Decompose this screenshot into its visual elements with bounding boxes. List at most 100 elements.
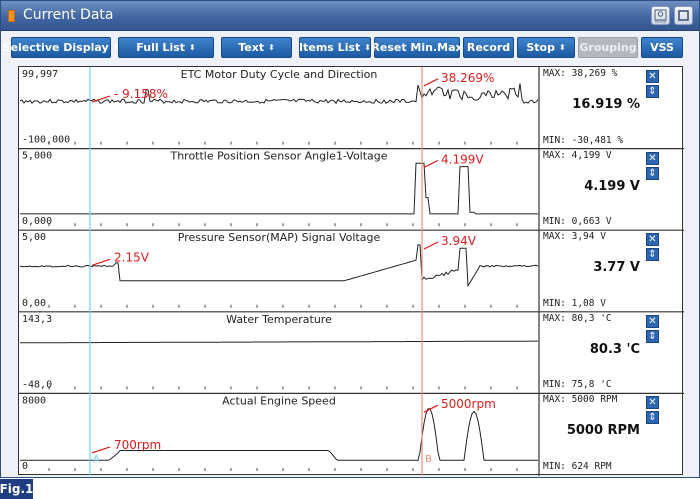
graphs-canvas: 99,997 -100,000 ETC Motor Duty Cycle and D… (19, 67, 684, 476)
toolbar-button-label: Grouping (579, 41, 637, 54)
figure-label: Fig.1 (0, 479, 33, 499)
move-graph-button[interactable]: ⇕ (646, 329, 659, 343)
move-graph-button[interactable]: ⇕ (646, 85, 659, 98)
stat-min: MIN: 624 RPM (543, 460, 612, 472)
cursor-b-label: B (425, 454, 432, 465)
setup-button-label: setup (655, 19, 667, 24)
annotation-cursor-a: - 9.158% (114, 87, 168, 101)
annotation-arrow (91, 258, 111, 266)
signal-line (20, 408, 538, 461)
setup-icon: setup (654, 9, 667, 24)
graph-panel: 99,997 -100,000 ETC Motor Duty Cycle and D… (18, 66, 684, 476)
annotation-cursor-b: 5000rpm (441, 397, 496, 411)
graph-stats: MAX: 38,269 % 16.919 % MIN: -30,481 % ✕ ⇕ (540, 67, 662, 149)
toolbar-button-text[interactable]: Text ⬍ (221, 37, 292, 58)
y-min-label: 0,00 (22, 298, 46, 309)
close-graph-button[interactable]: ✕ (646, 233, 659, 247)
annotation-arrow (91, 95, 111, 103)
signal-line (20, 162, 538, 215)
move-graph-button[interactable]: ⇕ (646, 411, 659, 425)
annotation-arrow (423, 78, 439, 87)
toolbar-button-stop[interactable]: Stop ⬍ (517, 37, 575, 58)
stat-max: MAX: 3,94 V (543, 231, 606, 243)
toolbar-button-label: Full List (136, 41, 186, 54)
toolbar-button-grouping[interactable]: Grouping (578, 37, 638, 58)
y-min-label: -48,0 (22, 379, 52, 390)
toolbar-button-label: Stop (526, 41, 555, 54)
toolbar-button-vss[interactable]: VSS (641, 37, 683, 58)
caret-updown-icon: ⬍ (364, 43, 371, 52)
stat-current: 5000 RPM (566, 423, 640, 439)
y-max-label: 8000 (22, 395, 46, 406)
annotation-cursor-b: 38.269% (441, 71, 494, 85)
graph-stats: MAX: 4,199 V 4.199 V MIN: 0,663 V ✕ ⇕ (540, 149, 662, 231)
title-bar: Current Data setup (1, 1, 699, 31)
close-graph-button[interactable]: ✕ (646, 314, 659, 328)
annotation-arrow (423, 404, 439, 413)
toolbar-button-selective-display[interactable]: Selective Display ⬍ (3, 37, 119, 58)
annotation-cursor-b: 4.199V (441, 152, 484, 166)
close-graph-button[interactable]: ✕ (646, 70, 659, 83)
restore-button[interactable] (674, 6, 693, 25)
toolbar: Selective Display ⬍ Full List ⬍ Text ⬍ Items L… (3, 37, 699, 59)
stat-max: MAX: 5000 RPM (543, 394, 618, 406)
y-min-label: -100,000 (22, 135, 70, 146)
graph-title: Pressure Sensor(MAP) Signal Voltage (178, 231, 381, 244)
restore-icon (678, 10, 689, 21)
stat-min: MIN: -30,481 % (543, 134, 624, 146)
toolbar-button-label: VSS (650, 41, 674, 54)
caret-updown-icon: ⬍ (189, 43, 196, 52)
y-min-label: 0 (22, 461, 28, 472)
annotation-arrow (423, 159, 439, 168)
stat-min: MIN: 75,8 'C (543, 379, 612, 391)
toolbar-button-label: Selective Display (2, 41, 109, 54)
toolbar-button-label: Items List (299, 41, 361, 54)
stat-current: 3.77 V (593, 260, 640, 276)
signal-line (20, 340, 538, 344)
stat-current: 16.919 % (572, 97, 640, 112)
caret-updown-icon: ⬍ (558, 43, 566, 52)
close-graph-button[interactable]: ✕ (646, 396, 659, 410)
setup-button[interactable]: setup (651, 6, 670, 25)
move-graph-button[interactable]: ⇕ (646, 166, 659, 180)
signal-line (19, 83, 539, 105)
close-graph-button[interactable]: ✕ (646, 151, 659, 165)
graph-stats: MAX: 5000 RPM 5000 RPM MIN: 624 RPM ✕ ⇕ (540, 393, 662, 475)
toolbar-button-label: Text (238, 41, 265, 54)
graph-title: Water Temperature (226, 313, 332, 326)
graph-title: Throttle Position Sensor Angle1-Voltage (169, 150, 387, 163)
y-max-label: 5,000 (22, 151, 52, 162)
stat-max: MAX: 4,199 V (543, 149, 612, 161)
stat-max: MAX: 38,269 % (543, 68, 618, 79)
y-min-label: 0,000 (22, 216, 52, 227)
graph-title: Actual Engine Speed (222, 394, 336, 407)
toolbar-button-label: Reset Min.Max (371, 41, 463, 54)
toolbar-button-record[interactable]: Record (463, 37, 514, 58)
toolbar-button-items-list[interactable]: Items List ⬍ (299, 37, 371, 58)
stat-min: MIN: 1,08 V (543, 297, 606, 309)
window-title: Current Data (23, 7, 114, 23)
stat-min: MIN: 0,663 V (543, 216, 612, 228)
toolbar-button-label: Record (466, 41, 511, 54)
y-max-label: 5,00 (22, 232, 46, 243)
annotation-arrow (91, 446, 111, 454)
signal-line (19, 244, 539, 288)
toolbar-button-full-list[interactable]: Full List ⬍ (118, 37, 214, 58)
annotation-cursor-a: 2.15V (114, 250, 150, 264)
toolbar-button-reset-min-max[interactable]: Reset Min.Max (371, 37, 463, 58)
caret-updown-icon: ⬍ (268, 43, 275, 52)
graph-stats: MAX: 3,94 V 3.77 V MIN: 1,08 V ✕ ⇕ (540, 230, 662, 312)
stat-current: 4.199 V (584, 178, 640, 194)
annotation-cursor-a: 700rpm (114, 438, 161, 452)
caret-updown-icon: ⬍ (112, 43, 120, 52)
y-max-label: 143,3 (22, 314, 52, 325)
annotation-arrow (423, 241, 439, 250)
y-max-label: 99,997 (22, 69, 58, 80)
title-marker-icon (8, 10, 15, 22)
annotation-cursor-b: 3.94V (441, 234, 477, 248)
cursor-a-label: A (93, 454, 100, 465)
graph-title: ETC Motor Duty Cycle and Direction (181, 68, 378, 81)
move-graph-button[interactable]: ⇕ (646, 248, 659, 262)
graph-stats: MAX: 80,3 'C 80.3 'C MIN: 75,8 'C ✕ ⇕ (540, 312, 662, 394)
stat-max: MAX: 80,3 'C (543, 312, 612, 324)
